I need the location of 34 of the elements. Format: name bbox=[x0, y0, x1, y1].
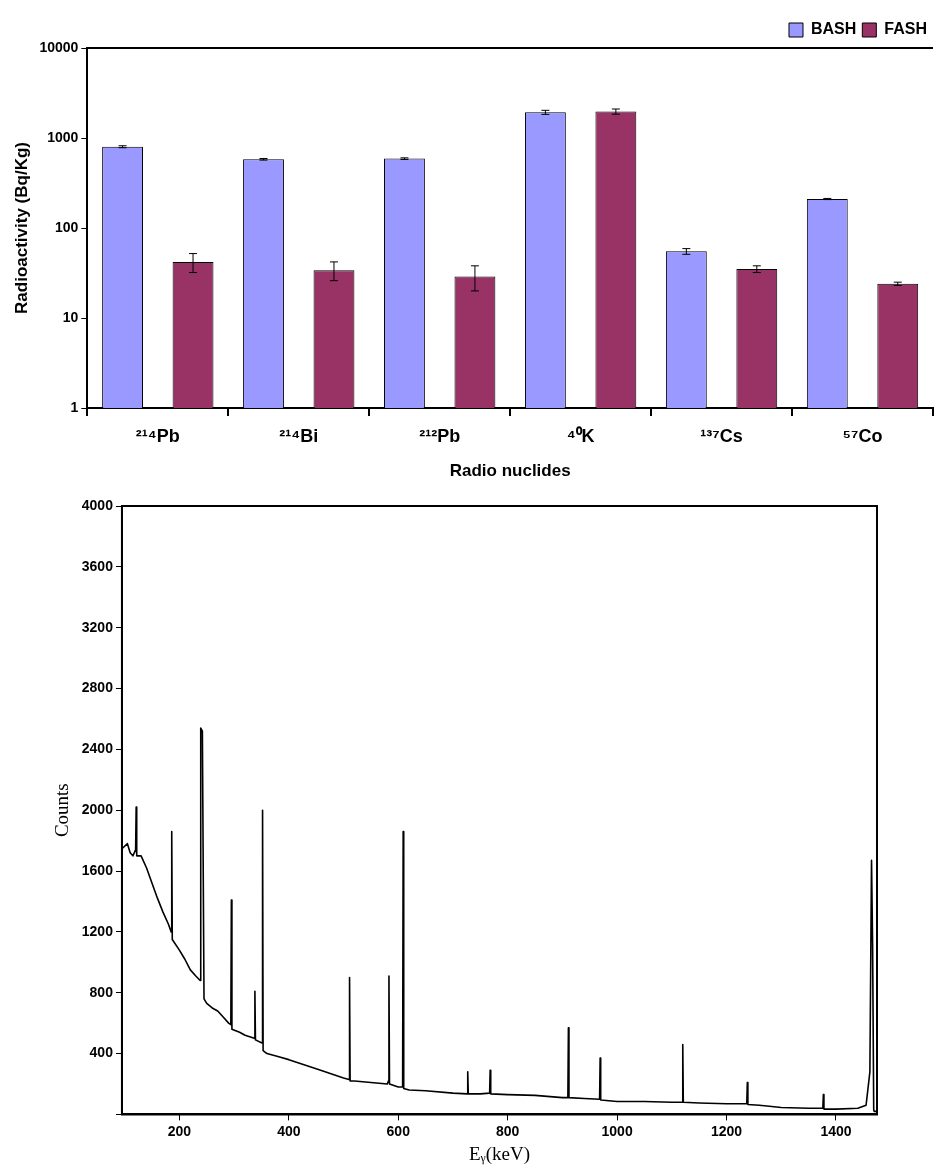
y-tick-label: 400 bbox=[89, 1044, 114, 1061]
y-axis-title: Radioactivity (Bq/Kg) bbox=[11, 142, 31, 314]
y-tick-label: 4000 bbox=[81, 496, 114, 513]
y-tick-label: 3600 bbox=[81, 557, 114, 574]
x-tick-label: 200 bbox=[167, 1122, 192, 1139]
y-tick-label: 2000 bbox=[81, 801, 114, 818]
x-tick-label: ²¹⁴Bi bbox=[279, 425, 319, 446]
x-tick-label: 400 bbox=[277, 1122, 301, 1139]
x-tick-label: ²¹²Pb bbox=[419, 425, 461, 446]
x-tick-label: 800 bbox=[496, 1122, 520, 1139]
legend-label: BASH bbox=[810, 20, 857, 38]
y-tick-label: 800 bbox=[89, 983, 114, 1000]
y-tick-label: 100 bbox=[54, 218, 79, 235]
x-tick-label: 1000 bbox=[601, 1122, 633, 1139]
y-axis-title: Counts bbox=[51, 783, 73, 838]
x-tick-label: ¹³⁷Cs bbox=[700, 425, 743, 446]
y-tick-label: 1600 bbox=[81, 861, 114, 878]
y-tick-label: 1000 bbox=[47, 128, 79, 145]
legend-label: FASH bbox=[884, 20, 927, 38]
x-tick-label: ⁴⁰K bbox=[566, 425, 595, 446]
x-axis-title: Radio nuclides bbox=[449, 461, 571, 481]
x-tick-label: 1400 bbox=[820, 1122, 852, 1139]
x-tick-label: 600 bbox=[386, 1122, 411, 1139]
y-tick-label: 2800 bbox=[81, 679, 114, 696]
x-tick-label: ²¹⁴Pb bbox=[135, 425, 180, 446]
y-tick-label: 1 bbox=[70, 398, 79, 415]
y-tick-label: 3200 bbox=[81, 618, 114, 635]
y-tick-label: 1200 bbox=[81, 922, 114, 939]
x-tick-label: 1200 bbox=[710, 1122, 743, 1139]
y-tick-label: 2400 bbox=[81, 740, 114, 757]
y-tick-label: 10000 bbox=[39, 38, 79, 55]
x-tick-label: ⁵⁷Co bbox=[842, 425, 883, 446]
y-tick-label: 10 bbox=[62, 308, 79, 325]
x-axis-title: Eᵧ(keV) bbox=[469, 1142, 530, 1165]
